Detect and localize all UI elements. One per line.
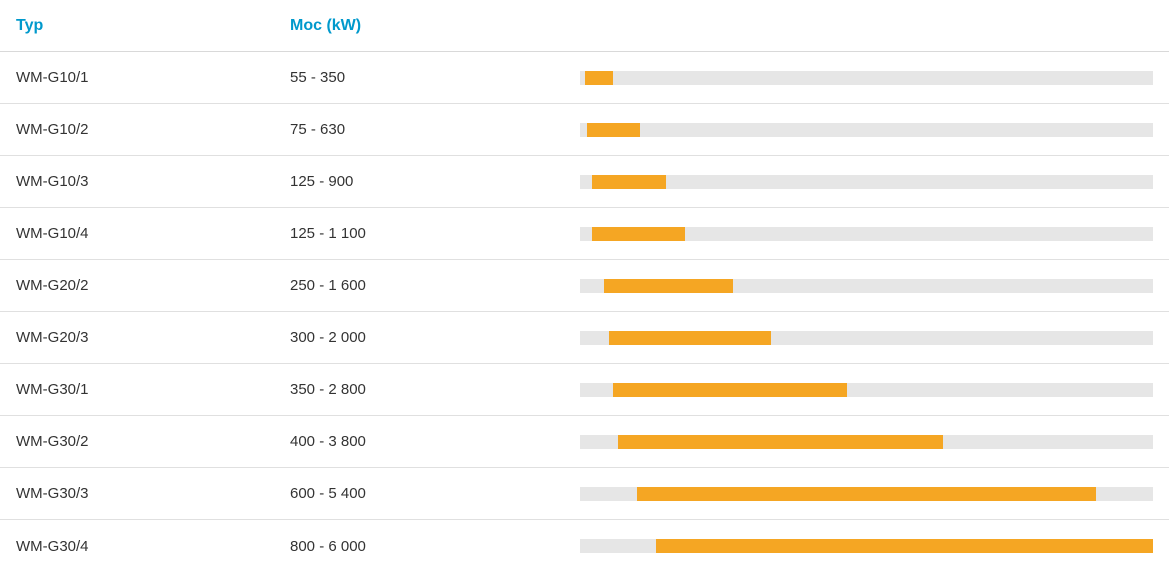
- cell-power: 125 - 1 100: [290, 225, 580, 242]
- cell-power: 250 - 1 600: [290, 277, 580, 294]
- range-bar-fill: [592, 227, 685, 241]
- cell-bar: [580, 539, 1169, 553]
- power-range-table: Typ Moc (kW) WM-G10/155 - 350WM-G10/275 …: [0, 0, 1169, 572]
- range-bar-track: [580, 227, 1153, 241]
- cell-bar: [580, 175, 1169, 189]
- cell-type: WM-G30/2: [0, 433, 290, 450]
- cell-power: 800 - 6 000: [290, 538, 580, 555]
- table-row: WM-G30/3600 - 5 400: [0, 468, 1169, 520]
- cell-type: WM-G10/2: [0, 121, 290, 138]
- table-row: WM-G20/2250 - 1 600: [0, 260, 1169, 312]
- range-bar-fill: [613, 383, 847, 397]
- cell-power: 125 - 900: [290, 173, 580, 190]
- range-bar-fill: [618, 435, 943, 449]
- table-row: WM-G30/2400 - 3 800: [0, 416, 1169, 468]
- range-bar-track: [580, 331, 1153, 345]
- range-bar-track: [580, 435, 1153, 449]
- cell-bar: [580, 331, 1169, 345]
- range-bar-fill: [604, 279, 733, 293]
- cell-type: WM-G30/1: [0, 381, 290, 398]
- cell-power: 55 - 350: [290, 69, 580, 86]
- cell-bar: [580, 123, 1169, 137]
- cell-type: WM-G10/1: [0, 69, 290, 86]
- table-header-row: Typ Moc (kW): [0, 0, 1169, 52]
- range-bar-track: [580, 123, 1153, 137]
- cell-bar: [580, 487, 1169, 501]
- table-row: WM-G10/275 - 630: [0, 104, 1169, 156]
- cell-type: WM-G20/2: [0, 277, 290, 294]
- range-bar-fill: [592, 175, 666, 189]
- range-bar-track: [580, 71, 1153, 85]
- cell-type: WM-G10/4: [0, 225, 290, 242]
- cell-type: WM-G20/3: [0, 329, 290, 346]
- range-bar-fill: [609, 331, 771, 345]
- range-bar-fill: [585, 71, 613, 85]
- header-power: Moc (kW): [290, 17, 580, 35]
- table-row: WM-G10/155 - 350: [0, 52, 1169, 104]
- range-bar-fill: [587, 123, 640, 137]
- range-bar-track: [580, 175, 1153, 189]
- cell-power: 600 - 5 400: [290, 485, 580, 502]
- cell-bar: [580, 279, 1169, 293]
- cell-power: 350 - 2 800: [290, 381, 580, 398]
- range-bar-track: [580, 539, 1153, 553]
- cell-type: WM-G30/4: [0, 538, 290, 555]
- cell-power: 300 - 2 000: [290, 329, 580, 346]
- table-row: WM-G10/4125 - 1 100: [0, 208, 1169, 260]
- range-bar-track: [580, 487, 1153, 501]
- cell-bar: [580, 71, 1169, 85]
- range-bar-fill: [656, 539, 1153, 553]
- header-type: Typ: [0, 17, 290, 35]
- cell-bar: [580, 383, 1169, 397]
- cell-type: WM-G30/3: [0, 485, 290, 502]
- cell-power: 75 - 630: [290, 121, 580, 138]
- table-row: WM-G10/3125 - 900: [0, 156, 1169, 208]
- table-row: WM-G30/4800 - 6 000: [0, 520, 1169, 572]
- table-row: WM-G30/1350 - 2 800: [0, 364, 1169, 416]
- range-bar-fill: [637, 487, 1095, 501]
- cell-bar: [580, 227, 1169, 241]
- cell-power: 400 - 3 800: [290, 433, 580, 450]
- range-bar-track: [580, 279, 1153, 293]
- table-row: WM-G20/3300 - 2 000: [0, 312, 1169, 364]
- cell-bar: [580, 435, 1169, 449]
- range-bar-track: [580, 383, 1153, 397]
- cell-type: WM-G10/3: [0, 173, 290, 190]
